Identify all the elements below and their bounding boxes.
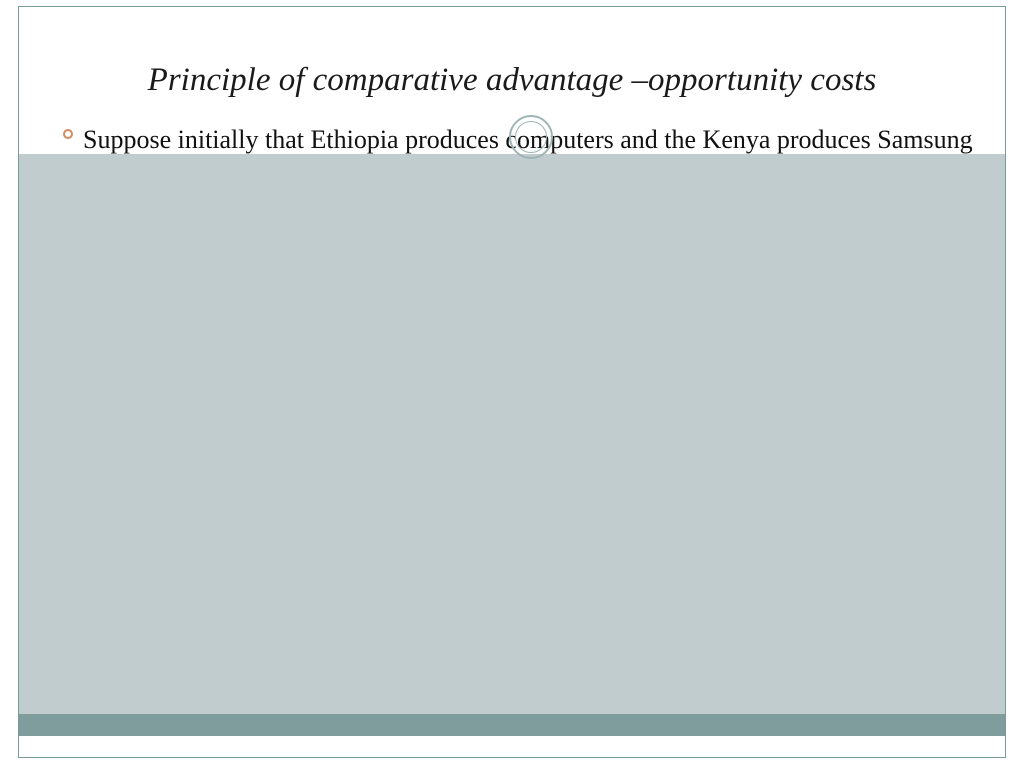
slide-title: Principle of comparative advantage –oppo… — [148, 60, 877, 101]
body-background — [19, 154, 1005, 736]
bullet-disc-icon — [63, 129, 73, 139]
footer-band — [19, 714, 1005, 736]
slide-frame: Principle of comparative advantage –oppo… — [18, 6, 1006, 758]
